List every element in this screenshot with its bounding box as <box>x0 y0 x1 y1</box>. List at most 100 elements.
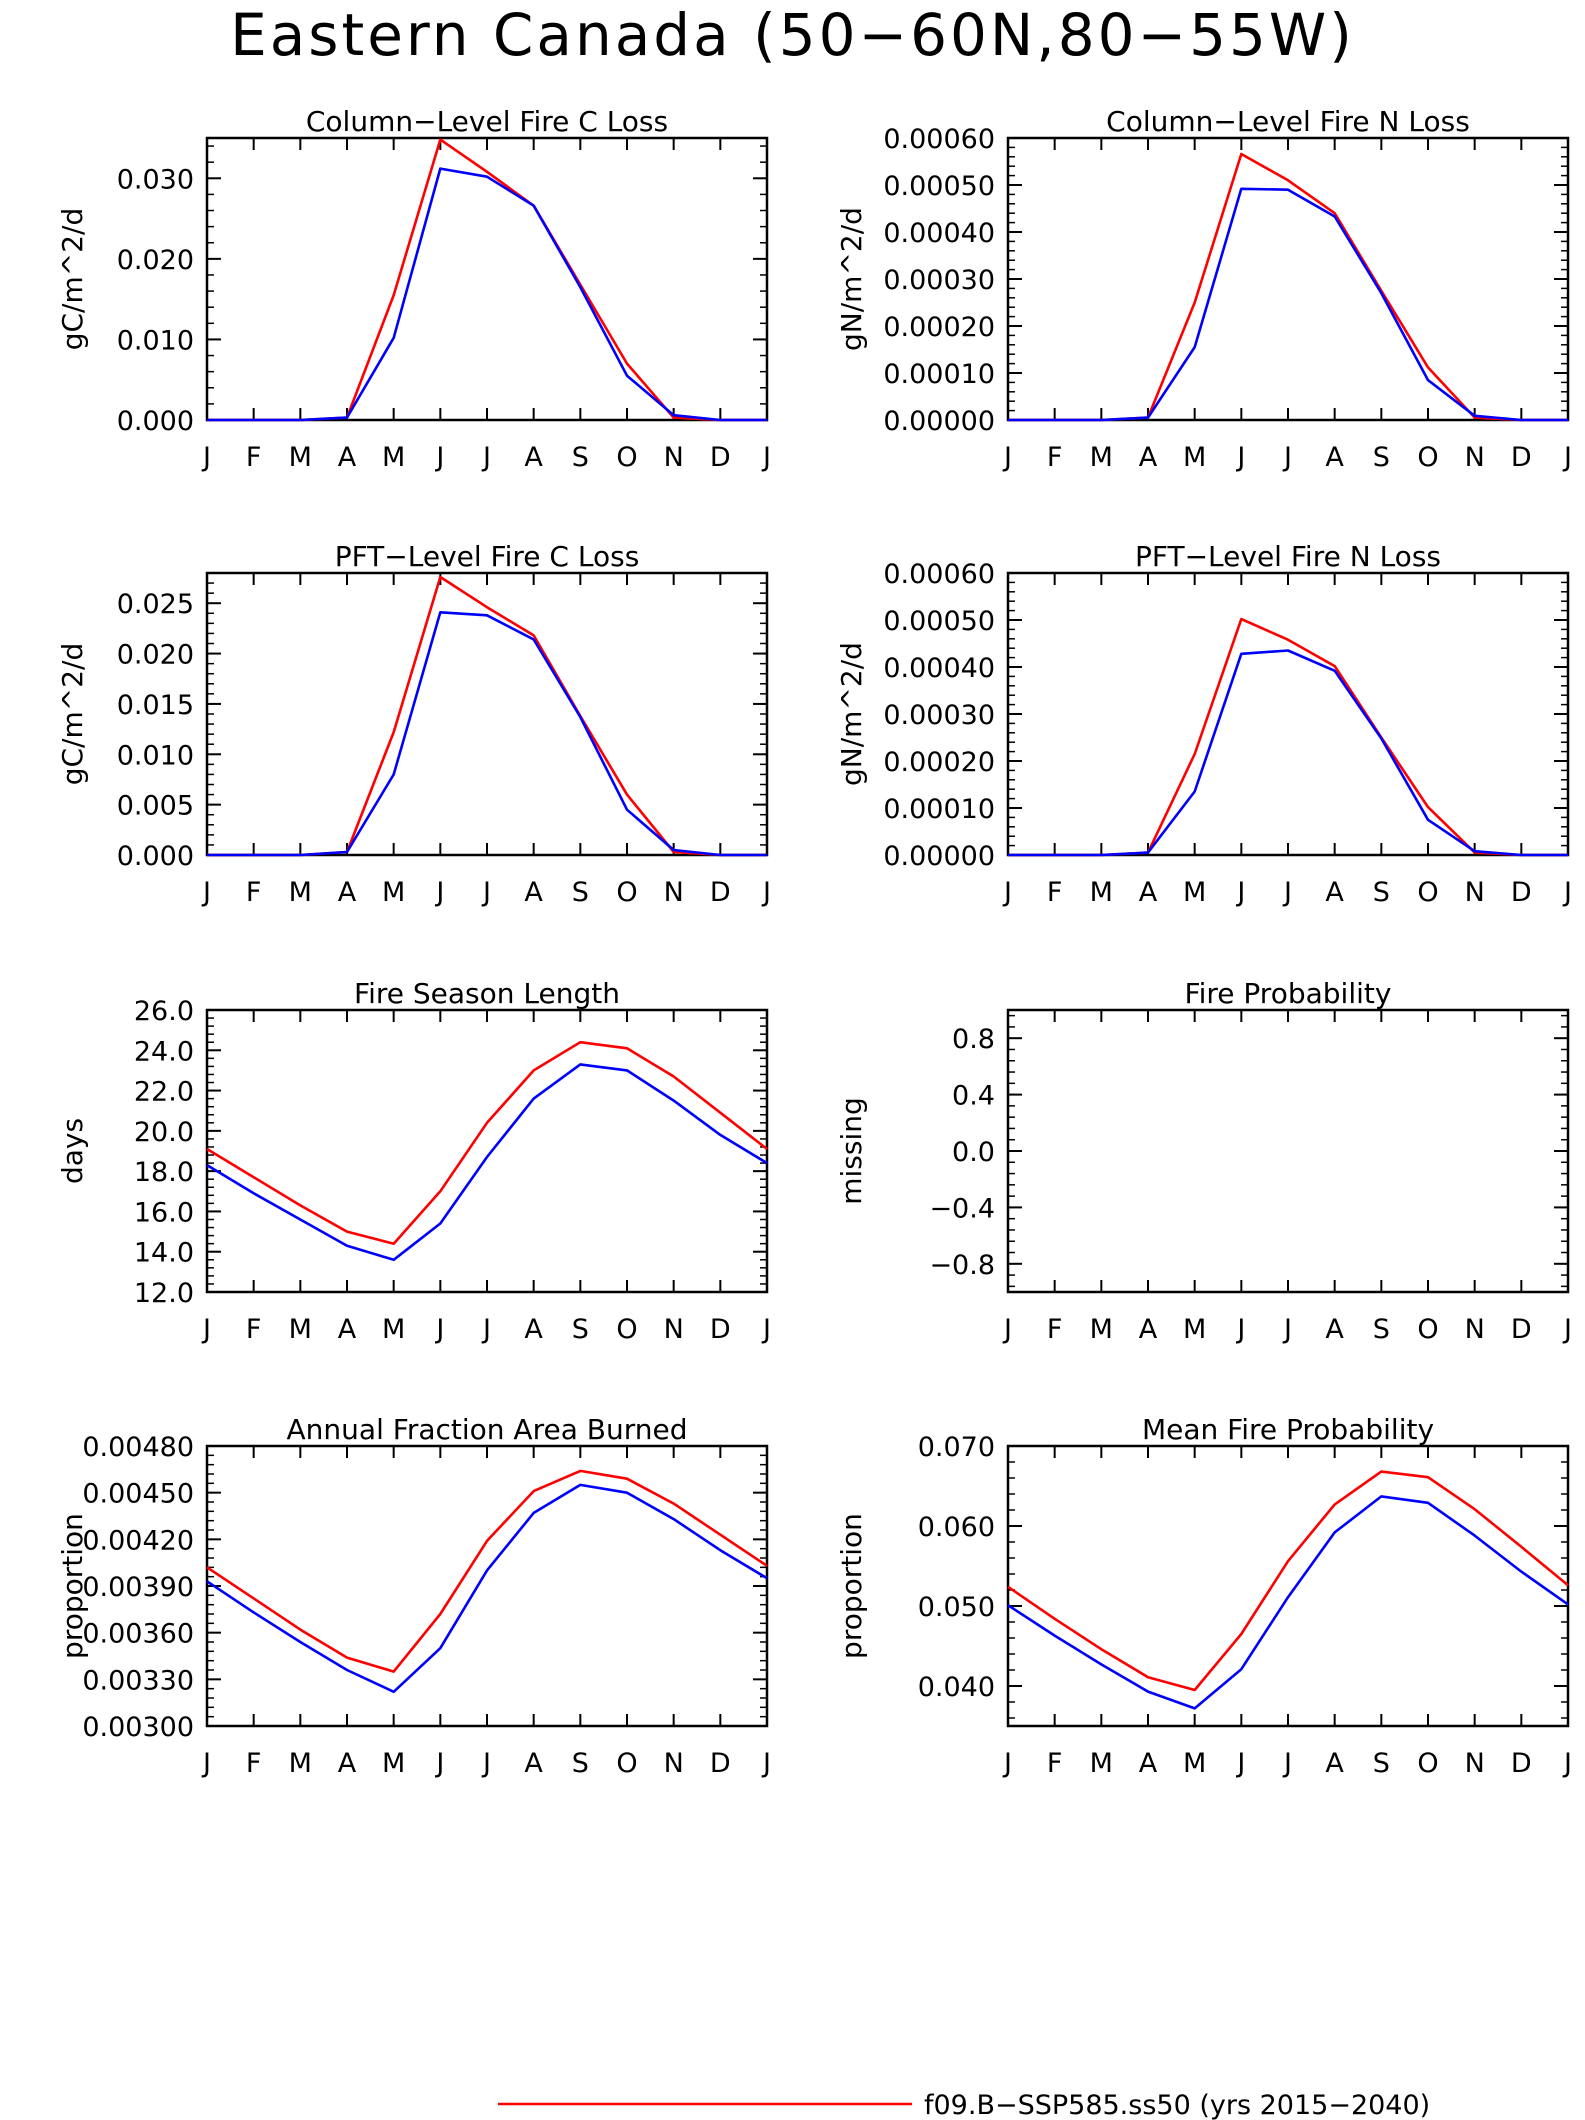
panel-7-title: Annual Fraction Area Burned <box>287 1413 688 1446</box>
panel-3-series-red-line <box>207 575 767 857</box>
panel-3-xtick-label: D <box>710 877 731 908</box>
panel-3-xtick-label: M <box>382 877 405 908</box>
panel-2-title: Column−Level Fire N Loss <box>1106 105 1470 138</box>
panel-2-xtick-label: F <box>1047 442 1063 473</box>
panel-6-ytick-label: −0.8 <box>929 1250 995 1281</box>
panel-1-ytick-label: 0.010 <box>117 325 194 356</box>
panel-6-xtick-label: F <box>1047 1314 1063 1345</box>
panel-2-ytick-label: 0.00050 <box>883 171 995 202</box>
panel-3-xtick-label: J <box>434 877 444 908</box>
panel-5-xtick-label: J <box>434 1314 444 1345</box>
panel-8-series-red-line <box>1007 1470 1569 1692</box>
panel-4-xtick-label: J <box>1562 877 1572 908</box>
panel-4-ytick-label: 0.00040 <box>883 653 995 684</box>
panel-8-title: Mean Fire Probability <box>1142 1413 1434 1446</box>
panel-7-series-red-line <box>206 1469 768 1673</box>
panel-2-xtick-label: A <box>1139 442 1158 473</box>
panel-2-xtick-label: J <box>1562 442 1572 473</box>
panel-8-xtick-label: J <box>1282 1748 1292 1779</box>
panel-1-xtick-label: F <box>246 442 262 473</box>
panel-7-xtick-label: M <box>382 1748 405 1779</box>
panel-6-xtick-label: J <box>1002 1314 1012 1345</box>
panel-3-xtick-label: M <box>289 877 312 908</box>
panel-2-xtick-label: M <box>1090 442 1113 473</box>
panel-6-xtick-label: J <box>1235 1314 1245 1345</box>
panel-7-series-blue-line <box>206 1483 768 1694</box>
panel-5-series-red-line <box>206 1040 768 1245</box>
panel-2-xtick-label: N <box>1465 442 1485 473</box>
panel-7-xtick-label: D <box>710 1748 731 1779</box>
panel-4-ytick-label: 0.00010 <box>883 794 995 825</box>
panel-3-title: PFT−Level Fire C Loss <box>335 540 640 573</box>
panel-7-xtick-label: J <box>761 1748 771 1779</box>
panel-6-xtick-label: J <box>1282 1314 1292 1345</box>
panel-7-frame <box>205 1444 769 1728</box>
panel-5-xtick-label: J <box>481 1314 491 1345</box>
panel-8-ytick-label: 0.060 <box>918 1512 995 1543</box>
panel-8-ytick-label: 0.070 <box>918 1432 995 1463</box>
panel-2-xtick-label: M <box>1183 442 1206 473</box>
panel-5-series-blue-line <box>206 1063 768 1262</box>
panel-3-ytick-label: 0.020 <box>117 640 194 671</box>
panel-4-ytick-label: 0.00000 <box>883 841 995 872</box>
panel-3-xtick-label: J <box>481 877 491 908</box>
panel-5-frame <box>205 1008 769 1294</box>
panel-7-ytick-label: 0.00420 <box>82 1525 194 1556</box>
panel-4-xtick-label: S <box>1373 877 1390 908</box>
panel-6-xtick-label: M <box>1183 1314 1206 1345</box>
panel-4-xtick-label: M <box>1090 877 1113 908</box>
panel-2-xtick-label: J <box>1002 442 1012 473</box>
panel-2-xtick-label: O <box>1417 442 1438 473</box>
panel-1-ytick-label: 0.020 <box>117 245 194 276</box>
panel-2-xtick-label: D <box>1511 442 1532 473</box>
panel-1-xtick-label: D <box>710 442 731 473</box>
panel-2-xtick-label: J <box>1282 442 1292 473</box>
panel-1-frame <box>205 136 769 422</box>
panel-5-ytick-label: 12.0 <box>134 1278 194 1309</box>
panel-5-ytick-label: 14.0 <box>134 1238 194 1269</box>
panel-7-xtick-label: A <box>524 1748 543 1779</box>
panel-7-xtick-label: M <box>289 1748 312 1779</box>
panel-1-xtick-label: O <box>616 442 637 473</box>
figure-title: Eastern Canada (50−60N,80−55W) <box>230 1 1355 69</box>
panel-3-ytick-label: 0.015 <box>117 690 194 721</box>
panel-6-xtick-label: A <box>1325 1314 1344 1345</box>
panel-4-xtick-label: D <box>1511 877 1532 908</box>
panel-1-series-blue-line <box>207 167 767 422</box>
panel-3-series-blue-line <box>207 610 767 857</box>
panel-5-xtick-label: J <box>201 1314 211 1345</box>
panel-4-ytick-label: 0.00020 <box>883 747 995 778</box>
panel-2-series-red-line <box>1008 152 1568 422</box>
panel-7-ytick-label: 0.00330 <box>82 1665 194 1696</box>
panel-3-xtick-label: A <box>524 877 543 908</box>
panel-1-xtick-label: S <box>572 442 589 473</box>
panel-7-xtick-label: A <box>338 1748 357 1779</box>
panel-1-ytick-label: 0.000 <box>117 406 194 437</box>
panel-7-xtick-label: J <box>201 1748 211 1779</box>
legend-red-label: f09.B−SSP585.ss50 (yrs 2015−2040) <box>924 2090 1430 2120</box>
panel-6-xtick-label: A <box>1139 1314 1158 1345</box>
panel-4-xtick-label: J <box>1002 877 1012 908</box>
panel-1-series-red-line <box>207 138 767 422</box>
panel-8-xtick-label: N <box>1465 1748 1485 1779</box>
panel-6-xtick-label: S <box>1373 1314 1390 1345</box>
panel-5-xtick-label: A <box>338 1314 357 1345</box>
panel-2-ytick-label: 0.00000 <box>883 406 995 437</box>
panel-4-xtick-label: A <box>1325 877 1344 908</box>
panel-1-xtick-label: M <box>382 442 405 473</box>
panel-1-xtick-label: J <box>434 442 444 473</box>
panel-6-xtick-label: N <box>1465 1314 1485 1345</box>
panel-3-xtick-label: S <box>572 877 589 908</box>
panel-2-ytick-label: 0.00030 <box>883 265 995 296</box>
panel-6-ytick-label: −0.4 <box>929 1193 995 1224</box>
panel-8-xtick-label: J <box>1002 1748 1012 1779</box>
panel-3-xtick-label: F <box>246 877 262 908</box>
panel-3-xtick-label: J <box>761 877 771 908</box>
panel-8-xtick-label: M <box>1183 1748 1206 1779</box>
panel-2-ytick-label: 0.00040 <box>883 218 995 249</box>
panel-1-xtick-label: J <box>481 442 491 473</box>
panel-1-ytick-label: 0.030 <box>117 164 194 195</box>
panel-8-xtick-label: A <box>1325 1748 1344 1779</box>
panel-6-title: Fire Probability <box>1185 977 1392 1010</box>
